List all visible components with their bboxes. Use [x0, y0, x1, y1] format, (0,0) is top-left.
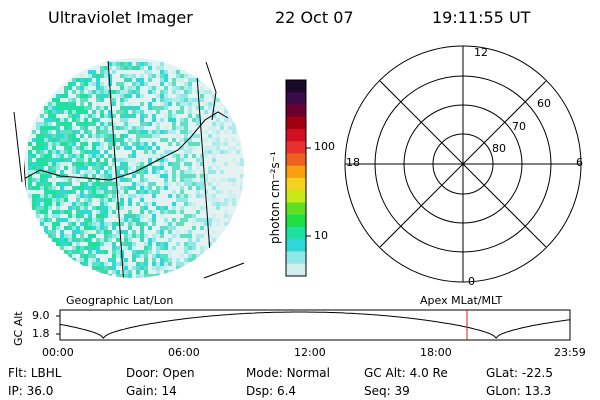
colorbar-tick-100: 100	[314, 140, 335, 153]
info-flt: Flt: LBHL	[8, 366, 62, 380]
apex-caption: Apex MLat/MLT	[420, 294, 503, 307]
coastline	[24, 111, 229, 181]
mlt-label-6: 6	[576, 156, 583, 169]
meridian-line-2	[107, 59, 125, 278]
info-dsp: Dsp: 6.4	[246, 384, 297, 398]
info-door: Door: Open	[126, 366, 195, 380]
alt-x-tick-0000: 00:00	[42, 346, 74, 359]
colorbar	[285, 79, 311, 277]
alt-x-tick-0600: 06:00	[168, 346, 200, 359]
date-label: 22 Oct 07	[275, 8, 354, 27]
info-mode: Mode: Normal	[246, 366, 330, 380]
mlt-label-0: 0	[468, 275, 475, 288]
alt-y-tick-9: 9.0	[32, 309, 50, 322]
mlt-label-12: 12	[474, 46, 488, 59]
alt-y-tick-1-8: 1.8	[32, 327, 50, 340]
lat-label-70: 70	[512, 120, 526, 133]
info-glat: GLat: -22.5	[486, 366, 553, 380]
meridian-line-3	[195, 61, 213, 278]
alt-x-tick-1200: 12:00	[294, 346, 326, 359]
lat-label-80: 80	[492, 142, 506, 155]
colorbar-tick-10: 10	[314, 229, 328, 242]
polar-plot	[344, 45, 582, 283]
info-gain: Gain: 14	[126, 384, 177, 398]
instrument-title: Ultraviolet Imager	[48, 8, 193, 27]
info-gc-alt: GC Alt: 4.0 Re	[364, 366, 448, 380]
info-seq: Seq: 39	[364, 384, 410, 398]
alt-x-tick-1800: 18:00	[420, 346, 452, 359]
info-ip: IP: 36.0	[8, 384, 54, 398]
colorbar-unit-label: photon cm⁻²s⁻¹	[268, 151, 282, 244]
lat-label-60: 60	[537, 97, 551, 110]
mlt-label-18: 18	[346, 156, 360, 169]
altitude-plot	[56, 309, 571, 341]
alt-y-label: GC Alt	[12, 311, 25, 346]
geographic-image	[24, 58, 244, 278]
alt-x-tick-2359: 23:59	[554, 346, 586, 359]
geographic-caption: Geographic Lat/Lon	[66, 294, 174, 307]
info-glon: GLon: 13.3	[486, 384, 552, 398]
time-label: 19:11:55 UT	[432, 8, 531, 27]
